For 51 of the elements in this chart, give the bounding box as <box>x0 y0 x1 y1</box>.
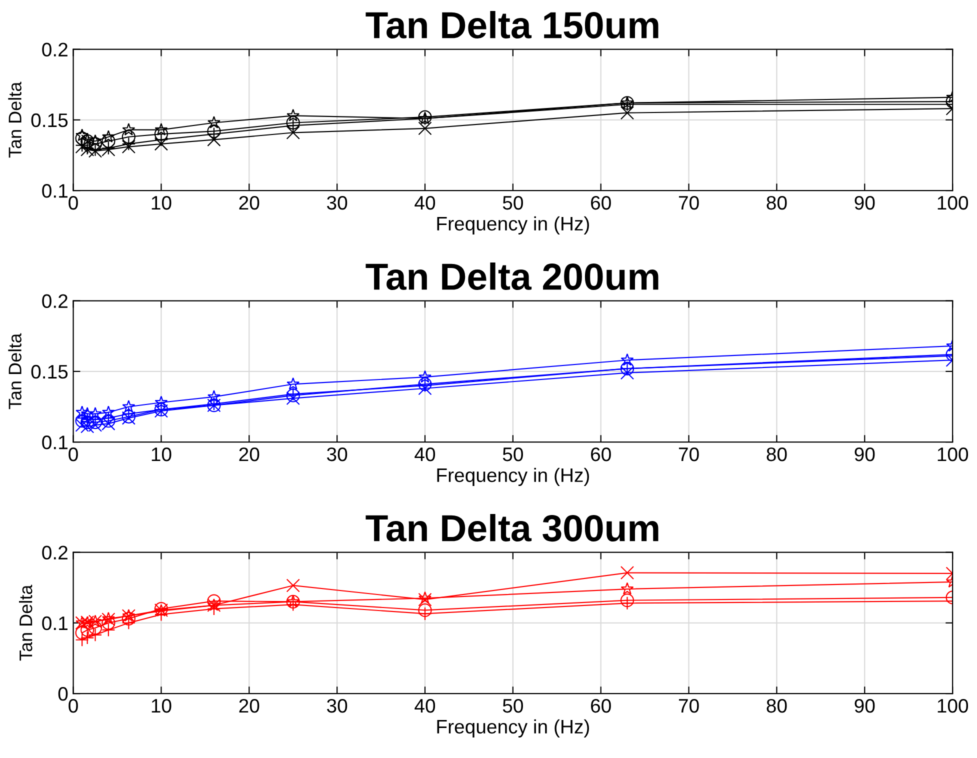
x-tick-label: 40 <box>414 447 436 462</box>
x-tick-label: 10 <box>152 196 172 210</box>
x-tick-label: 80 <box>766 447 787 462</box>
x-tick-label: 20 <box>239 196 260 210</box>
y-tick-label: 0.1 <box>42 616 68 630</box>
x-tick-label: 50 <box>502 447 523 462</box>
x-tick-label: 40 <box>414 196 436 210</box>
x-tick-label: 100 <box>938 196 968 210</box>
y-tick-label: 0.1 <box>42 184 68 198</box>
x-tick-label: 70 <box>678 196 699 210</box>
x-tick-label: 10 <box>152 447 172 462</box>
x-tick-label: 100 <box>938 698 968 713</box>
y-axis-title: Tan Delta <box>19 584 32 661</box>
y-tick-label: 0.2 <box>42 42 68 57</box>
x-tick-label: 60 <box>591 698 611 713</box>
x-tick-label: 90 <box>854 698 875 713</box>
x-tick-label: 50 <box>502 698 523 713</box>
x-tick-label: 40 <box>414 698 436 713</box>
y-tick-label: 0.1 <box>42 436 68 450</box>
x-tick-label: 70 <box>678 447 699 462</box>
y-axis-title: Tan Delta <box>8 333 22 410</box>
x-axis-title: Frequency in (Hz) <box>437 719 589 738</box>
x-tick-label: 60 <box>591 196 611 210</box>
x-tick-label: 30 <box>326 196 348 210</box>
x-axis-title: Frequency in (Hz) <box>437 216 589 234</box>
x-tick-label: 20 <box>239 698 260 713</box>
x-tick-label: 30 <box>326 698 348 713</box>
chart-title: Tan Delta 150um <box>366 10 658 39</box>
x-tick-label: 0 <box>68 447 78 462</box>
x-tick-label: 70 <box>678 698 699 713</box>
y-tick-label: 0.2 <box>42 294 68 308</box>
x-tick-label: 10 <box>152 698 172 713</box>
y-tick-label: 0.15 <box>31 113 68 128</box>
x-axis-title: Frequency in (Hz) <box>437 468 589 486</box>
x-tick-label: 20 <box>239 447 260 462</box>
x-tick-label: 50 <box>502 196 523 210</box>
y-tick-label: 0.2 <box>42 546 68 560</box>
x-tick-label: 80 <box>766 698 787 713</box>
x-tick-label: 90 <box>854 447 875 462</box>
y-tick-label: 0.15 <box>31 364 68 379</box>
chart-title: Tan Delta 300um <box>366 514 658 542</box>
x-tick-label: 80 <box>766 196 787 210</box>
x-tick-label: 90 <box>854 196 875 210</box>
x-tick-label: 60 <box>591 447 611 462</box>
x-tick-label: 30 <box>326 447 348 462</box>
chart-title: Tan Delta 200um <box>366 262 658 290</box>
x-tick-label: 100 <box>938 447 968 462</box>
y-tick-label: 0 <box>58 687 68 701</box>
y-axis-title: Tan Delta <box>8 82 22 158</box>
x-tick-label: 0 <box>68 196 78 210</box>
x-tick-label: 0 <box>68 698 78 713</box>
